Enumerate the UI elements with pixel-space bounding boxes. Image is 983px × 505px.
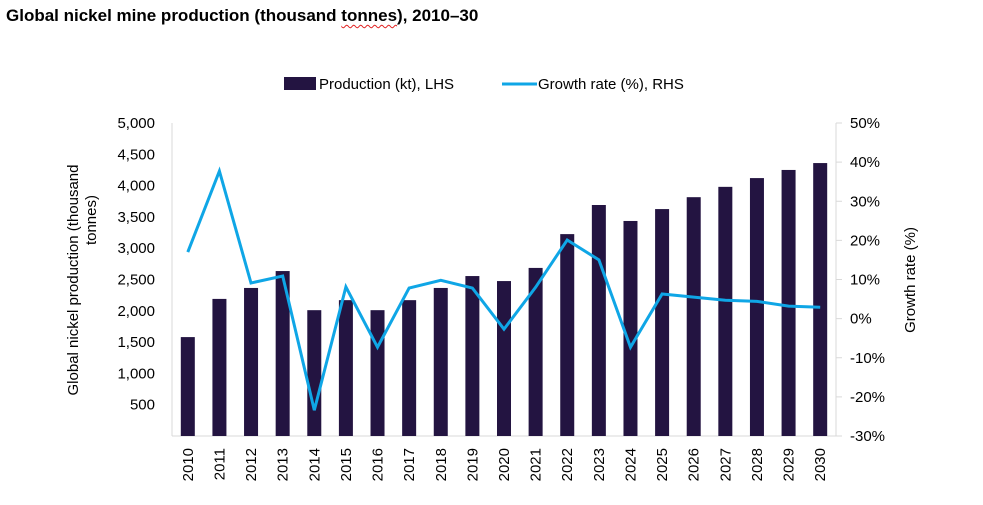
bar-2014 bbox=[307, 310, 322, 436]
growth-line-group bbox=[186, 166, 821, 411]
x-tick-label: 2029 bbox=[781, 448, 798, 481]
bar-2023 bbox=[591, 205, 606, 436]
x-axis-ticks: 2010 2011 2012 2013 2014 2015 2016 2017 2018 2019… bbox=[180, 448, 829, 481]
bars bbox=[180, 163, 828, 436]
y2-tick-label: 30% bbox=[850, 193, 880, 210]
bar-2030 bbox=[813, 163, 828, 436]
y2-tick-label: -10% bbox=[850, 350, 885, 367]
x-tick-label: 2018 bbox=[433, 448, 450, 481]
axis-titles: Global nickel production (thousand tonne… bbox=[65, 165, 919, 396]
y-tick-label: 5,000 bbox=[117, 115, 155, 132]
y-tick-label: 4,500 bbox=[117, 146, 155, 163]
x-tick-label: 2010 bbox=[180, 448, 197, 481]
y-axis-title-line1: Global nickel production (thousand bbox=[65, 165, 82, 396]
x-tick-label: 2014 bbox=[306, 448, 323, 481]
bar-2026 bbox=[686, 197, 701, 436]
y-tick-label: 2,500 bbox=[117, 272, 155, 289]
x-tick-label: 2017 bbox=[401, 448, 418, 481]
y2-axis-title: Growth rate (%) bbox=[902, 227, 919, 333]
x-tick-label: 2020 bbox=[496, 448, 513, 481]
y-axis-title-line2: tonnes) bbox=[83, 195, 100, 245]
legend-swatch-production bbox=[284, 77, 316, 90]
x-tick-label: 2019 bbox=[464, 448, 481, 481]
x-tick-label: 2012 bbox=[243, 448, 260, 481]
x-tick-label: 2021 bbox=[528, 448, 545, 481]
x-tick-label: 2030 bbox=[812, 448, 829, 481]
bar-2012 bbox=[244, 287, 259, 436]
bar-2021 bbox=[528, 267, 543, 436]
title-text: Global nickel mine production (thousand bbox=[6, 6, 342, 25]
y2-tick-label: 40% bbox=[850, 154, 880, 171]
bar-2010 bbox=[180, 337, 195, 436]
chart-title: Global nickel mine production (thousand … bbox=[6, 6, 478, 26]
x-tick-label: 2027 bbox=[717, 448, 734, 481]
y-tick-label: 3,500 bbox=[117, 209, 155, 226]
y2-tick-label: 10% bbox=[850, 272, 880, 289]
bar-2020 bbox=[497, 281, 511, 436]
title-text-end: ), 2010–30 bbox=[397, 6, 479, 25]
bar-2022 bbox=[560, 234, 575, 436]
bar-2029 bbox=[781, 169, 796, 436]
title-spellcheck-word: tonnes bbox=[341, 6, 398, 25]
y-tick-label: 1,000 bbox=[117, 365, 155, 382]
y2-tick-label: -20% bbox=[850, 389, 885, 406]
bar-2017 bbox=[402, 300, 417, 436]
y2-tick-label: 50% bbox=[850, 115, 880, 132]
bar-2011 bbox=[212, 298, 227, 436]
x-tick-label: 2013 bbox=[275, 448, 292, 481]
y2-tick-label: 0% bbox=[850, 311, 872, 328]
bar-2015 bbox=[338, 300, 353, 436]
x-tick-label: 2016 bbox=[370, 448, 387, 481]
x-tick-label: 2022 bbox=[559, 448, 576, 481]
y-tick-label: 4,000 bbox=[117, 178, 155, 195]
y2-tick-label: -30% bbox=[850, 428, 885, 445]
bar-2019 bbox=[465, 276, 480, 436]
x-tick-label: 2026 bbox=[686, 448, 703, 481]
y2-tick-label: 20% bbox=[850, 232, 880, 249]
bar-2027 bbox=[718, 186, 733, 436]
left-axis-ticks: 500 1,000 1,500 2,000 2,500 3,000 3,500 4,000 4,… bbox=[117, 115, 155, 414]
bar-2018 bbox=[433, 287, 448, 436]
bar-2016 bbox=[370, 310, 385, 436]
x-tick-label: 2025 bbox=[654, 448, 671, 481]
x-tick-label: 2011 bbox=[211, 448, 228, 480]
legend: Production (kt), LHS Growth rate (%), RH… bbox=[284, 76, 684, 93]
bar-2025 bbox=[655, 209, 670, 436]
x-tick-label: 2023 bbox=[591, 448, 608, 481]
y-tick-label: 1,500 bbox=[117, 334, 155, 351]
y-tick-label: 3,000 bbox=[117, 240, 155, 257]
bar-2024 bbox=[623, 220, 638, 436]
x-tick-label: 2024 bbox=[623, 448, 640, 481]
x-tick-label: 2028 bbox=[749, 448, 766, 481]
y-tick-label: 500 bbox=[130, 397, 155, 414]
legend-label-production: Production (kt), LHS bbox=[319, 76, 454, 93]
y-tick-label: 2,000 bbox=[117, 303, 155, 320]
bar-2013 bbox=[275, 271, 290, 436]
right-axis-ticks: -30% -20% -10% 0% 10% 20% 30% 40% 50% bbox=[836, 115, 885, 445]
bar-2028 bbox=[749, 178, 764, 436]
x-tick-label: 2015 bbox=[338, 448, 355, 481]
legend-label-growth: Growth rate (%), RHS bbox=[538, 76, 684, 93]
